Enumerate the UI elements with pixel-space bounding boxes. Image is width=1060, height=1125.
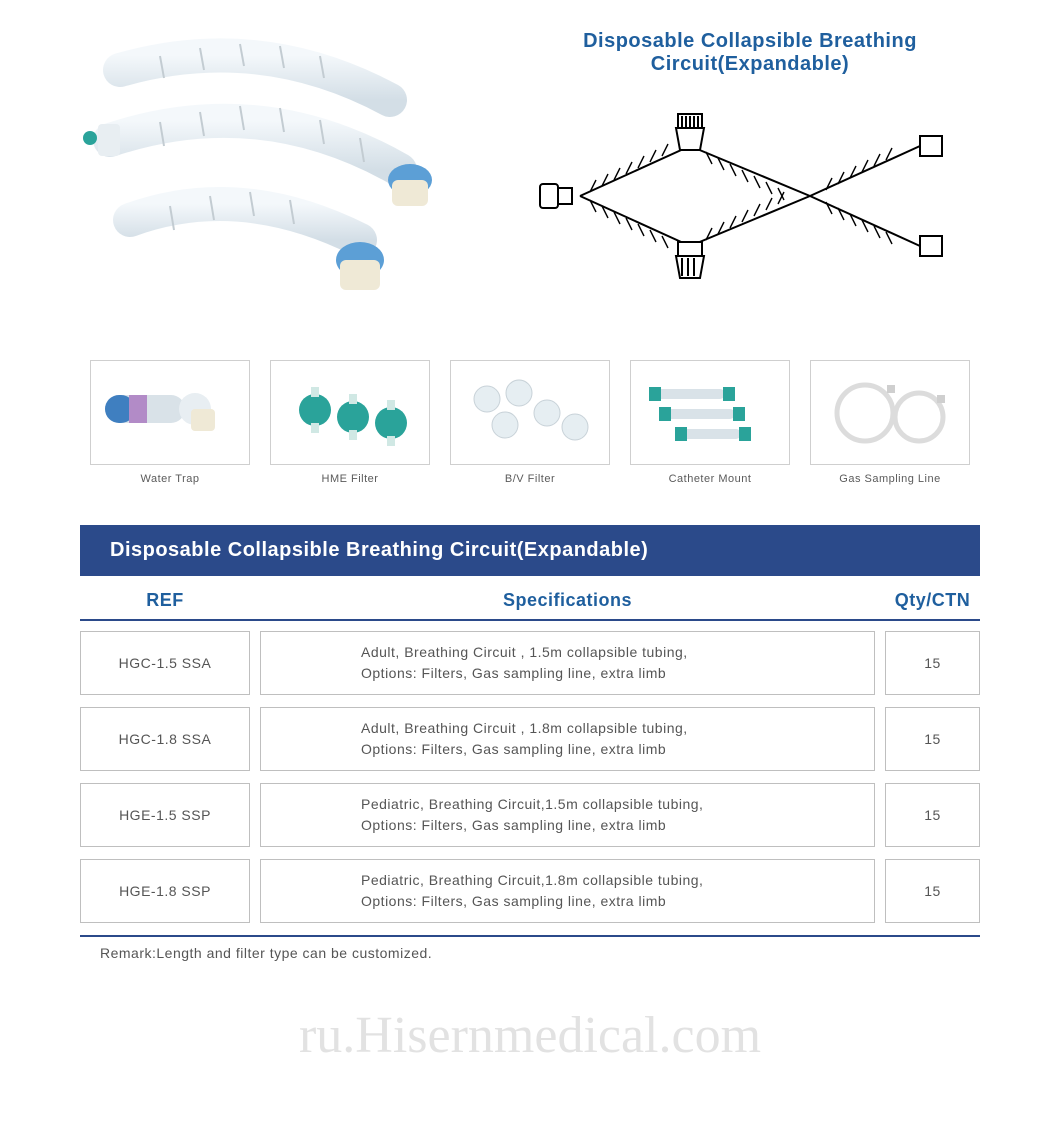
remark: Remark:Length and filter type can be cus… xyxy=(80,935,980,961)
spec-header: Disposable Collapsible Breathing Circuit… xyxy=(80,525,980,576)
cell-qty: 15 xyxy=(885,783,980,847)
thumb-label: HME Filter xyxy=(270,473,430,485)
thumb-image xyxy=(810,360,970,465)
table-row: HGC-1.8 SSAAdult, Breathing Circuit , 1.… xyxy=(80,707,980,771)
table-row: HGE-1.8 SSPPediatric, Breathing Circuit,… xyxy=(80,859,980,923)
cell-qty: 15 xyxy=(885,859,980,923)
cell-qty: 15 xyxy=(885,707,980,771)
col-spec: Specifications xyxy=(250,590,885,611)
spec-section: Disposable Collapsible Breathing Circuit… xyxy=(0,495,1060,961)
hero-section: Disposable Collapsible Breathing Circuit… xyxy=(0,0,1060,330)
table-row: HGC-1.5 SSAAdult, Breathing Circuit , 1.… xyxy=(80,631,980,695)
cell-qty: 15 xyxy=(885,631,980,695)
cell-spec: Adult, Breathing Circuit , 1.8m collapsi… xyxy=(260,707,875,771)
thumb-image xyxy=(90,360,250,465)
thumb-catheter-mount: Catheter Mount xyxy=(630,360,790,485)
thumb-hme-filter: HME Filter xyxy=(270,360,430,485)
cell-spec: Adult, Breathing Circuit , 1.5m collapsi… xyxy=(260,631,875,695)
thumb-label: Catheter Mount xyxy=(630,473,790,485)
thumb-image xyxy=(630,360,790,465)
product-photo xyxy=(60,20,460,320)
column-headers: REF Specifications Qty/CTN xyxy=(80,576,980,619)
circuit-diagram xyxy=(530,106,970,286)
thumb-image xyxy=(450,360,610,465)
watermark: ru.Hisernmedical.com xyxy=(0,1006,1060,1065)
product-title: Disposable Collapsible Breathing Circuit… xyxy=(500,30,1000,76)
cell-ref: HGE-1.8 SSP xyxy=(80,859,250,923)
thumb-label: B/V Filter xyxy=(450,473,610,485)
thumb-water-trap: Water Trap xyxy=(90,360,250,485)
thumb-gas-sampling: Gas Sampling Line xyxy=(810,360,970,485)
header-divider xyxy=(80,619,980,621)
thumb-label: Water Trap xyxy=(90,473,250,485)
table-row: HGE-1.5 SSPPediatric, Breathing Circuit,… xyxy=(80,783,980,847)
hero-right: Disposable Collapsible Breathing Circuit… xyxy=(500,20,1000,320)
cell-ref: HGE-1.5 SSP xyxy=(80,783,250,847)
cell-ref: HGC-1.5 SSA xyxy=(80,631,250,695)
cell-ref: HGC-1.8 SSA xyxy=(80,707,250,771)
thumb-image xyxy=(270,360,430,465)
col-ref: REF xyxy=(80,590,250,611)
thumb-bv-filter: B/V Filter xyxy=(450,360,610,485)
cell-spec: Pediatric, Breathing Circuit,1.8m collap… xyxy=(260,859,875,923)
thumbnail-row: Water Trap HME Filter B/V Filter xyxy=(0,330,1060,495)
col-qty: Qty/CTN xyxy=(885,590,980,611)
cell-spec: Pediatric, Breathing Circuit,1.5m collap… xyxy=(260,783,875,847)
thumb-label: Gas Sampling Line xyxy=(810,473,970,485)
spec-rows: HGC-1.5 SSAAdult, Breathing Circuit , 1.… xyxy=(80,631,980,923)
